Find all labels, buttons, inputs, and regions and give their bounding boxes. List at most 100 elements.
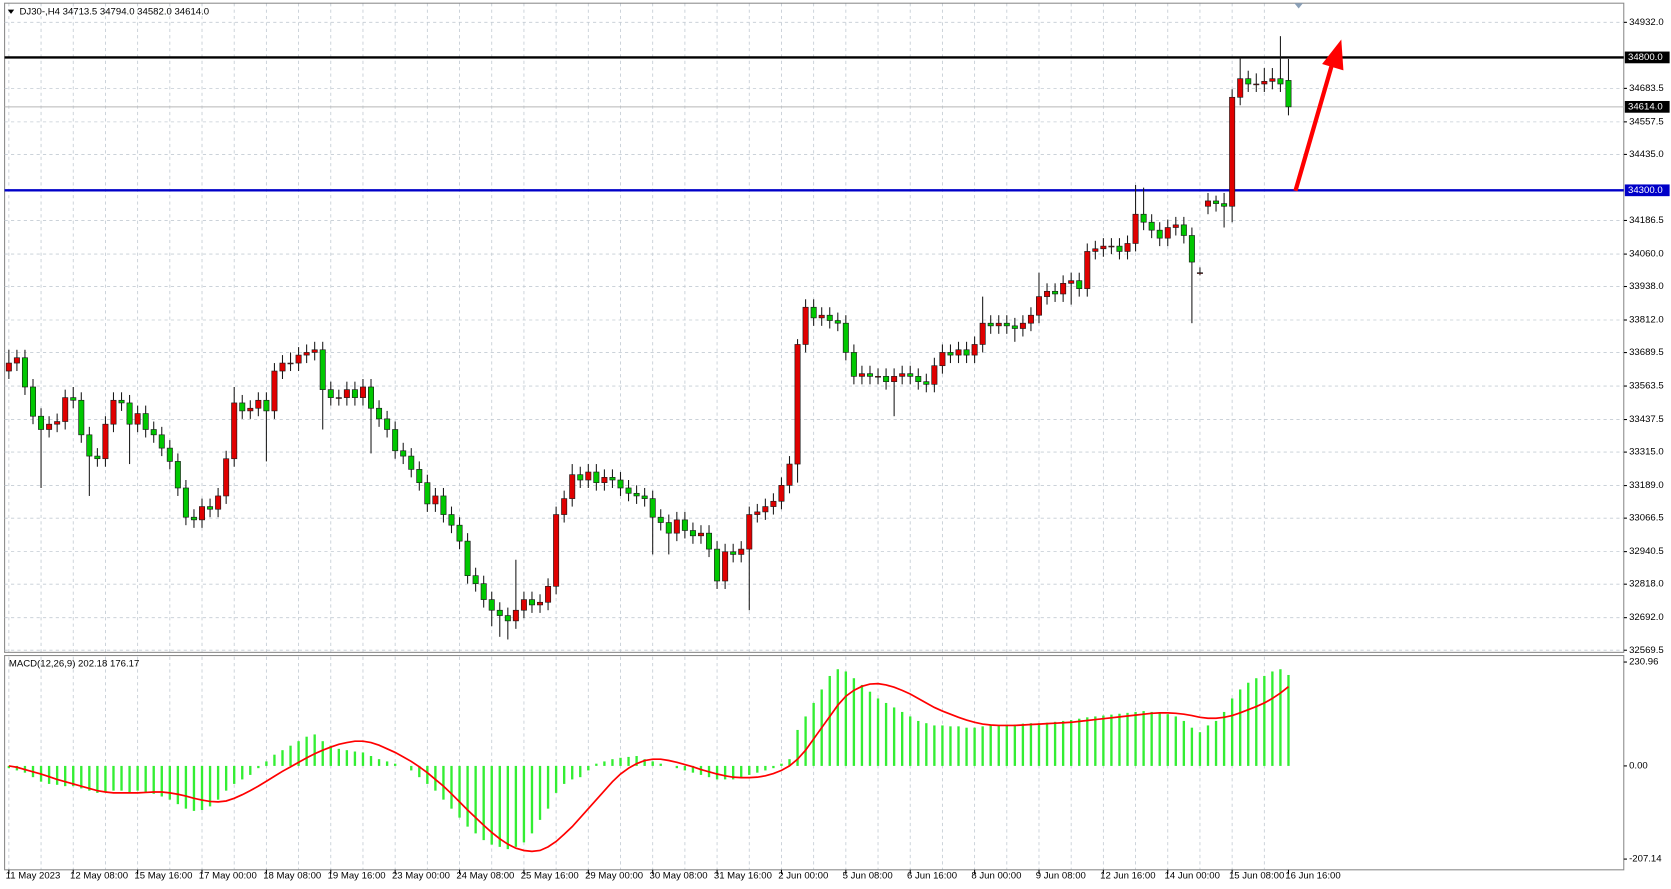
candle-body — [633, 492, 640, 497]
macd-histogram-bar — [224, 765, 228, 791]
candle-body — [207, 506, 214, 510]
macd-histogram-bar — [836, 669, 839, 766]
x-tick-label: 11 May 2023 — [6, 871, 61, 882]
macd-y-tick-label: 230.96 — [1629, 657, 1658, 668]
candle-body — [199, 506, 205, 521]
candle-body — [641, 495, 648, 499]
macd-histogram-bar — [1247, 682, 1250, 766]
macd-histogram-bar — [764, 765, 767, 771]
macd-histogram-bar — [313, 734, 316, 766]
candle-body — [746, 514, 753, 550]
candle-body — [126, 402, 133, 425]
y-tick-label: 34435.0 — [1629, 149, 1664, 160]
candle-body — [537, 601, 544, 606]
x-tick-label: 29 May 00:00 — [585, 871, 643, 882]
x-tick-label: 2 Jun 00:00 — [778, 871, 828, 882]
macd-histogram-bar — [595, 763, 598, 766]
candle-body — [1148, 221, 1155, 231]
macd-histogram-bar — [1239, 689, 1242, 766]
macd-histogram-bar — [530, 765, 534, 834]
candle-body — [416, 469, 423, 483]
macd-histogram-bar — [474, 765, 477, 834]
macd-histogram-bar — [723, 765, 727, 780]
candle-body — [1108, 245, 1115, 248]
x-tick-label: 18 May 08:00 — [263, 871, 321, 882]
macd-histogram-bar — [514, 765, 518, 847]
macd-histogram-bar — [1263, 675, 1266, 766]
candle-body — [818, 314, 825, 319]
candle-body — [553, 514, 560, 587]
chart-shift-marker — [1294, 3, 1303, 9]
candle-body — [215, 495, 222, 510]
candle-body — [70, 397, 77, 401]
candle-body — [665, 522, 672, 534]
candle-body — [480, 583, 487, 600]
candle-body — [1044, 290, 1051, 297]
macd-histogram-bar — [941, 725, 944, 766]
candle-body — [182, 487, 189, 518]
x-tick-label: 14 Jun 00:00 — [1165, 871, 1220, 882]
macd-histogram-bar — [691, 765, 695, 773]
macd-histogram-bar — [860, 684, 864, 766]
candle-body — [30, 386, 36, 417]
macd-histogram-bar — [458, 765, 461, 818]
macd-histogram-bar — [1287, 674, 1290, 766]
y-tick-label: 34186.5 — [1629, 215, 1664, 226]
macd-histogram-bar — [192, 765, 196, 811]
x-tick-label: 31 May 16:00 — [714, 871, 772, 882]
candle-body — [239, 402, 246, 412]
x-tick-label: 24 May 08:00 — [456, 871, 514, 882]
macd-y-tick-label: -207.14 — [1629, 854, 1662, 865]
macd-pane-frame — [4, 655, 1625, 871]
candle-body — [1156, 229, 1163, 239]
annotation-arrow-head — [1322, 39, 1344, 71]
candle-body — [850, 352, 857, 377]
candle-body — [738, 548, 745, 555]
macd-histogram-bar — [168, 765, 171, 800]
macd-histogram-bar — [200, 765, 204, 810]
macd-histogram-bar — [675, 765, 679, 769]
candle-body — [625, 487, 632, 494]
macd-histogram-bar — [909, 716, 912, 766]
candle-body — [496, 609, 503, 616]
candle-body — [802, 306, 809, 345]
candle-body — [255, 399, 262, 409]
y-tick-label: 33315.0 — [1629, 447, 1664, 458]
macd-histogram-bar — [15, 765, 19, 771]
candle-body — [1172, 224, 1179, 228]
candle-body — [786, 463, 793, 486]
macd-histogram-bar — [828, 675, 831, 766]
macd-histogram-bar — [562, 765, 566, 784]
macd-histogram-bar — [297, 741, 300, 766]
macd-histogram-bar — [965, 727, 968, 766]
macd-histogram-bar — [796, 729, 799, 766]
candle-body — [158, 434, 165, 449]
candle-body — [1213, 200, 1220, 204]
macd-histogram-bar — [1045, 722, 1049, 766]
candle-body — [730, 551, 737, 555]
macd-histogram-bar — [844, 671, 848, 766]
macd-histogram-bar — [997, 725, 1000, 766]
symbol-menu-arrow[interactable] — [7, 9, 15, 14]
price-level-label-box — [1624, 184, 1670, 197]
candle-body — [190, 516, 197, 521]
candle-body — [971, 344, 978, 356]
candle-body — [979, 322, 986, 345]
x-tick-label: 30 May 08:00 — [649, 871, 707, 882]
macd-histogram-bar — [981, 726, 984, 766]
macd-histogram-bar — [321, 741, 324, 766]
candle-body — [110, 399, 117, 425]
candle-body — [609, 477, 616, 481]
macd-histogram-bar — [506, 765, 510, 850]
candle-body — [770, 500, 777, 507]
candle-body — [118, 399, 125, 404]
macd-histogram-bar — [522, 765, 526, 843]
candle-body — [335, 397, 342, 399]
candle-body — [1027, 314, 1034, 324]
macd-histogram-bar — [184, 765, 188, 809]
candle-body — [1205, 200, 1211, 207]
candle-body — [593, 471, 600, 483]
candle-body — [392, 429, 399, 452]
macd-histogram-bar — [1029, 723, 1033, 766]
price-level-label: 34300.0 — [1628, 185, 1663, 196]
